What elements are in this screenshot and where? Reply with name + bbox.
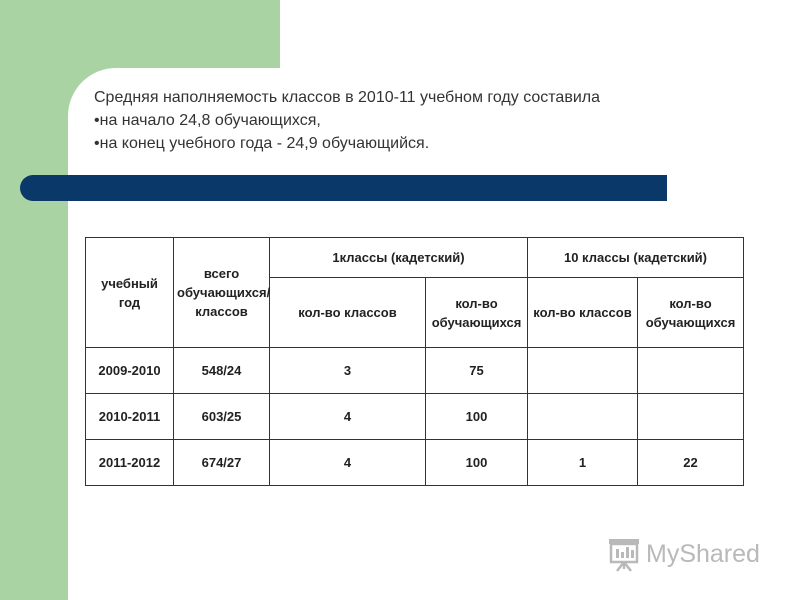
cell-total: 674/27 [173,439,270,486]
table-header-row: учебный год всего обучающихся/классов 1к… [85,237,744,348]
myshared-watermark: MyShared [606,536,760,572]
header-group-1: 1классы (кадетский) [269,237,528,278]
header-year: учебный год [85,237,174,348]
table-row: 2010-2011 603/25 4 100 [85,393,744,440]
cell-g1-classes: 4 [269,393,426,440]
cell-g2-students [637,347,744,394]
table-row: 2011-2012 674/27 4 100 1 22 [85,439,744,486]
header-group-10: 10 классы (кадетский) [527,237,744,278]
header-total: всего обучающихся/классов [173,237,270,348]
subheader-g1-classes: кол-во классов [269,277,426,348]
subheader-g2-students: кол-во обучающихся [637,277,744,348]
cell-year: 2011-2012 [85,439,174,486]
presentation-board-icon [609,539,639,572]
intro-line-2: •на начало 24,8 обучающихся, [94,112,321,129]
table-subheader-row: кол-во классов кол-во обучающихся кол-во… [86,277,744,348]
cell-g2-classes [527,347,638,394]
watermark-text: MyShared [646,539,760,568]
intro-text: Средняя наполняемость классов в 2010-11 … [94,86,714,155]
table-row: 2009-2010 548/24 3 75 [85,347,744,394]
cell-g1-students: 75 [425,347,528,394]
intro-line-3: •на конец учебного года - 24,9 обучающий… [94,135,430,152]
accent-bar [40,175,667,201]
subheader-g2-classes: кол-во классов [527,277,638,348]
cell-total: 548/24 [173,347,270,394]
cell-g2-students [637,393,744,440]
cell-g2-students: 22 [637,439,744,486]
cell-g1-students: 100 [425,393,528,440]
cell-year: 2010-2011 [85,393,174,440]
class-stats-table: учебный год всего обучающихся/классов 1к… [85,237,744,486]
cell-year: 2009-2010 [85,347,174,394]
cell-g2-classes [527,393,638,440]
cell-g1-students: 100 [425,439,528,486]
cell-g2-classes: 1 [527,439,638,486]
cell-g1-classes: 4 [269,439,426,486]
intro-line-1: Средняя наполняемость классов в 2010-11 … [94,89,600,106]
subheader-g1-students: кол-во обучающихся [425,277,528,348]
cell-g1-classes: 3 [269,347,426,394]
cell-total: 603/25 [173,393,270,440]
